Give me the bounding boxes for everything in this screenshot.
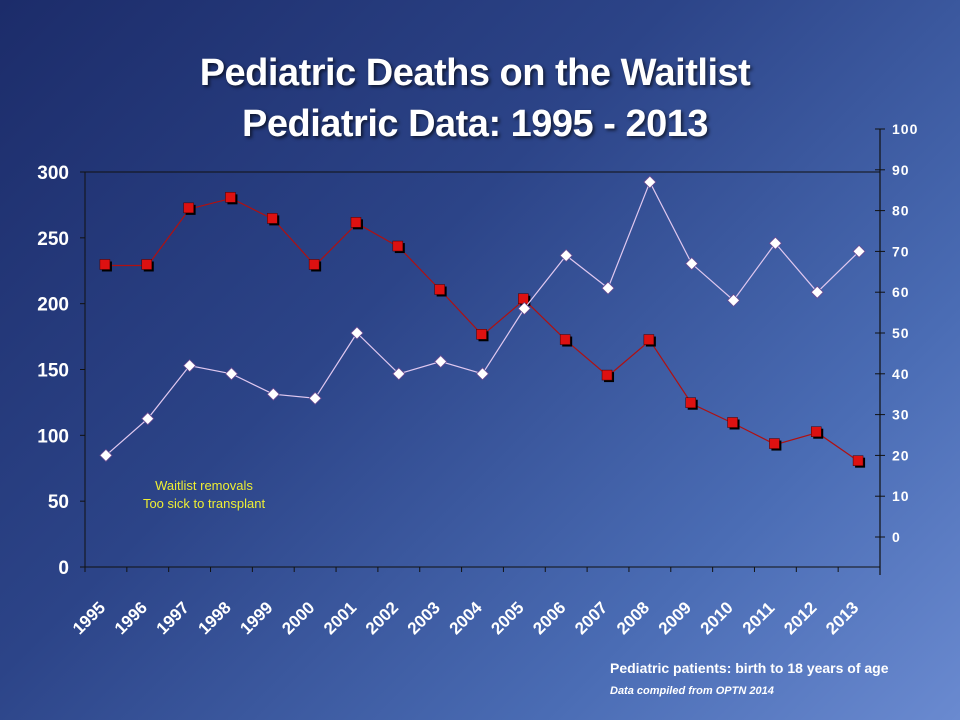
x-axis-tick-label: 1995 xyxy=(69,598,109,638)
left-axis-tick-label: 0 xyxy=(58,558,69,579)
x-axis-tick-label: 1997 xyxy=(153,598,193,638)
right-axis-tick-label: 40 xyxy=(892,366,910,382)
series-line-2 xyxy=(105,180,860,456)
right-axis-tick-label: 30 xyxy=(892,407,910,423)
right-axis-tick-label: 90 xyxy=(892,162,910,178)
chart-title-line-2: Pediatric Data: 1995 - 2013 xyxy=(242,103,709,145)
right-axis-tick-label: 70 xyxy=(892,243,910,259)
x-axis-tick-label: 2002 xyxy=(362,598,402,638)
x-axis-tick-label: 1998 xyxy=(195,598,235,638)
data-point xyxy=(685,257,699,271)
data-point xyxy=(476,329,487,340)
data-point xyxy=(559,248,573,263)
data-point xyxy=(643,334,655,345)
x-axis-tick-label: 2006 xyxy=(529,598,569,638)
data-point xyxy=(768,236,782,250)
data-point xyxy=(266,387,280,401)
data-point xyxy=(726,293,741,307)
data-point xyxy=(225,192,236,203)
left-axis-tick-label: 50 xyxy=(48,492,69,513)
data-point xyxy=(434,284,445,295)
data-point xyxy=(392,240,404,252)
data-point xyxy=(601,281,615,295)
data-point xyxy=(769,438,780,449)
left-axis-tick-label: 200 xyxy=(37,295,69,316)
footnote-age-range: Pediatric patients: birth to 18 years of… xyxy=(610,660,889,676)
data-point xyxy=(852,244,866,258)
right-axis-tick-label: 0 xyxy=(892,529,901,545)
data-point xyxy=(685,397,696,408)
annotation-line-2: Too sick to transplant xyxy=(143,496,266,511)
data-point xyxy=(643,175,657,189)
x-axis-tick-label: 2003 xyxy=(404,598,444,638)
x-axis-tick-label: 2011 xyxy=(739,598,779,638)
data-point xyxy=(141,259,153,270)
data-point xyxy=(810,285,824,299)
data-point xyxy=(852,455,864,466)
x-axis-tick-label: 2009 xyxy=(655,598,695,638)
data-point xyxy=(308,391,322,405)
x-axis-tick-label: 2008 xyxy=(613,598,653,638)
right-axis-tick-label: 20 xyxy=(892,447,910,463)
x-axis-tick-label: 2004 xyxy=(446,598,487,639)
annotation-line-1: Waitlist removals xyxy=(155,478,253,493)
x-axis-tick-label: 2007 xyxy=(571,598,611,638)
data-point xyxy=(559,334,571,345)
right-axis-tick-label: 60 xyxy=(892,284,910,300)
data-point xyxy=(350,217,362,228)
left-axis-tick-label: 250 xyxy=(37,229,69,250)
x-axis-tick-label: 1996 xyxy=(111,598,151,638)
data-point xyxy=(267,213,278,224)
x-axis-tick-label: 2000 xyxy=(278,598,318,638)
data-point xyxy=(727,417,738,428)
x-axis-tick-label: 2001 xyxy=(320,598,360,638)
data-point xyxy=(350,326,364,340)
data-point xyxy=(810,426,822,437)
data-point xyxy=(475,367,490,381)
data-point xyxy=(99,448,113,462)
right-axis-tick-label: 50 xyxy=(892,325,910,341)
data-point xyxy=(183,202,194,214)
data-point xyxy=(601,369,613,381)
right-axis-tick-label: 80 xyxy=(892,203,910,219)
x-axis-tick-label: 2012 xyxy=(780,598,820,638)
left-axis-tick-label: 300 xyxy=(37,163,69,184)
x-axis-tick-label: 1999 xyxy=(236,598,276,638)
right-axis-tick-label: 10 xyxy=(892,488,910,504)
x-axis-tick-label: 2013 xyxy=(822,598,862,638)
data-point xyxy=(434,354,448,369)
left-axis-tick-label: 100 xyxy=(37,426,69,447)
data-point xyxy=(141,412,155,426)
data-point xyxy=(224,367,239,381)
left-axis-tick-label: 150 xyxy=(37,361,69,382)
x-axis-tick-label: 2005 xyxy=(487,598,527,638)
data-point xyxy=(99,259,111,270)
data-point xyxy=(518,293,529,304)
data-point xyxy=(392,367,406,381)
data-point xyxy=(517,301,531,316)
chart-title-line-1: Pediatric Deaths on the Waitlist xyxy=(199,52,751,94)
footnote-source: Data compiled from OPTN 2014 xyxy=(610,685,774,697)
data-point xyxy=(183,359,197,373)
x-axis-tick-label: 2010 xyxy=(697,598,737,638)
data-point xyxy=(308,259,320,270)
right-axis-tick-label: 100 xyxy=(892,121,918,137)
